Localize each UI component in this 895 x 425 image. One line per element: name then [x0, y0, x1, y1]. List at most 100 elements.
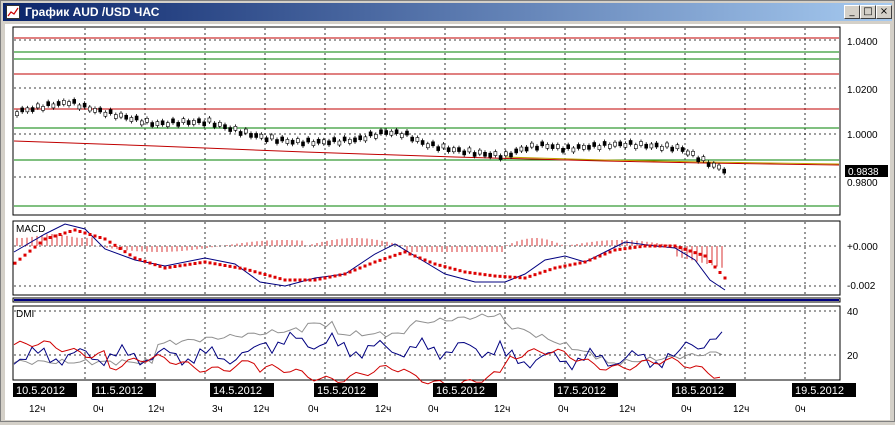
price-bar-body [35, 103, 40, 109]
macd-signal-dot [513, 275, 517, 279]
macd-signal-dot [23, 253, 27, 257]
price-axis-label-1: 1.0400 [847, 37, 878, 48]
macd-axis-label-2: -0.002 [847, 281, 876, 292]
price-bar-body [394, 129, 399, 135]
price-bar-body [649, 143, 654, 149]
price-bar-body [701, 156, 706, 161]
hour-label: 12ч [29, 404, 45, 415]
macd-signal-dot [428, 260, 432, 264]
macd-signal-dot [543, 269, 547, 273]
macd-signal-dot [38, 241, 42, 245]
macd-signal-dot [458, 269, 462, 273]
macd-signal-dot [528, 274, 532, 278]
macd-signal-dot [678, 246, 682, 250]
macd-signal-dot [398, 252, 402, 256]
macd-signal-dot [648, 244, 652, 248]
price-bar-body [88, 106, 92, 112]
macd-signal-dot [623, 247, 627, 251]
macd-signal-dot [688, 249, 692, 253]
macd-signal-dot [58, 233, 62, 236]
macd-title: MACD [16, 224, 45, 235]
price-bar-body [415, 137, 420, 142]
price-bar-body [431, 141, 435, 147]
macd-signal-dot [538, 271, 542, 275]
macd-signal-dot [278, 277, 282, 281]
macd-signal-dot [118, 247, 122, 250]
macd-signal-dot [693, 251, 697, 255]
macd-signal-dot [413, 254, 417, 258]
macd-signal-dot [83, 231, 87, 235]
price-bar-body [685, 150, 690, 156]
macd-signal-dot [123, 250, 127, 254]
macd-signal-dot [253, 270, 257, 274]
date-label-bg [210, 383, 274, 397]
macd-signal-dot [518, 276, 522, 280]
price-bar-body [311, 141, 316, 146]
price-bar-body [509, 152, 513, 158]
price-bar-body [114, 114, 118, 119]
dmi-grid [14, 307, 839, 379]
macd-signal-dot [203, 260, 207, 264]
dmi-axis-label-2: 20 [847, 351, 859, 362]
date-label: 19.5.2012 [795, 385, 844, 397]
macd-signal-dot [403, 250, 407, 254]
macd-signal-dot [618, 247, 622, 251]
price-bar-body [244, 128, 248, 134]
macd-signal-dot [213, 262, 217, 266]
price-bar-body [129, 117, 134, 122]
title-bar[interactable]: График AUD /USD ЧАС _ □ × [3, 3, 892, 21]
price-bar-body [493, 151, 498, 156]
maximize-button[interactable]: □ [860, 5, 876, 19]
macd-signal-dot [143, 259, 147, 263]
macd-signal-dot [53, 234, 57, 238]
macd-signal-dot [178, 264, 182, 268]
macd-signal-dot [168, 265, 172, 269]
price-bar-body [166, 122, 170, 127]
macd-signal-dot [313, 278, 317, 282]
macd-signal-dot [218, 263, 222, 267]
macd-signal-dot [153, 263, 157, 267]
dmi-panel[interactable]: DMI 40 20 [12, 305, 859, 390]
macd-signal-dot [198, 261, 202, 265]
price-bar-body [321, 139, 326, 145]
hour-label: 12ч [375, 404, 391, 415]
hour-label: 0ч [681, 404, 692, 415]
macd-signal-dot [468, 271, 472, 275]
chart-area[interactable]: 1.0400 1.0200 1.0000 0.9838 0.9800 MACD … [5, 24, 890, 420]
hour-label: 12ч [733, 404, 749, 415]
current-price-label: 0.9838 [848, 167, 879, 178]
moving-average-line-2 [504, 156, 840, 165]
price-bar-body [259, 133, 264, 139]
price-bar-body [249, 133, 253, 138]
price-bar-body [186, 120, 191, 125]
price-bar-body [639, 141, 643, 146]
price-bar-body [218, 121, 222, 127]
price-bar-body [472, 152, 477, 157]
date-label-bg [433, 383, 497, 397]
dmi-title: DMI [16, 309, 34, 320]
close-button[interactable]: × [876, 5, 892, 19]
price-bar-body [176, 122, 180, 127]
price-bar-body [555, 144, 560, 149]
minimize-button[interactable]: _ [844, 5, 860, 19]
macd-signal-dot [223, 264, 227, 267]
macd-signal-dot [113, 243, 117, 247]
macd-signal-dot [668, 244, 672, 248]
macd-histogram [16, 234, 723, 268]
price-bar-body [477, 149, 482, 155]
date-label: 15.5.2012 [317, 385, 366, 397]
price-panel[interactable]: 1.0400 1.0200 1.0000 0.9838 0.9800 [12, 26, 888, 216]
macd-signal-dot [393, 253, 397, 257]
macd-panel[interactable]: MACD +0.000 -0.002 [12, 220, 878, 296]
date-label: 14.5.2012 [213, 385, 262, 397]
macd-signal-dot [303, 278, 307, 282]
macd-signal-dot [133, 256, 137, 260]
price-bar-body [108, 109, 113, 114]
macd-signal-dot [158, 264, 162, 268]
macd-signal-dot [718, 271, 722, 274]
price-bar-body [51, 103, 56, 109]
price-bar-body [41, 106, 45, 111]
window-title: График AUD /USD ЧАС [25, 5, 160, 19]
macd-signal-dot [13, 261, 17, 265]
macd-signal-dot [28, 249, 32, 253]
